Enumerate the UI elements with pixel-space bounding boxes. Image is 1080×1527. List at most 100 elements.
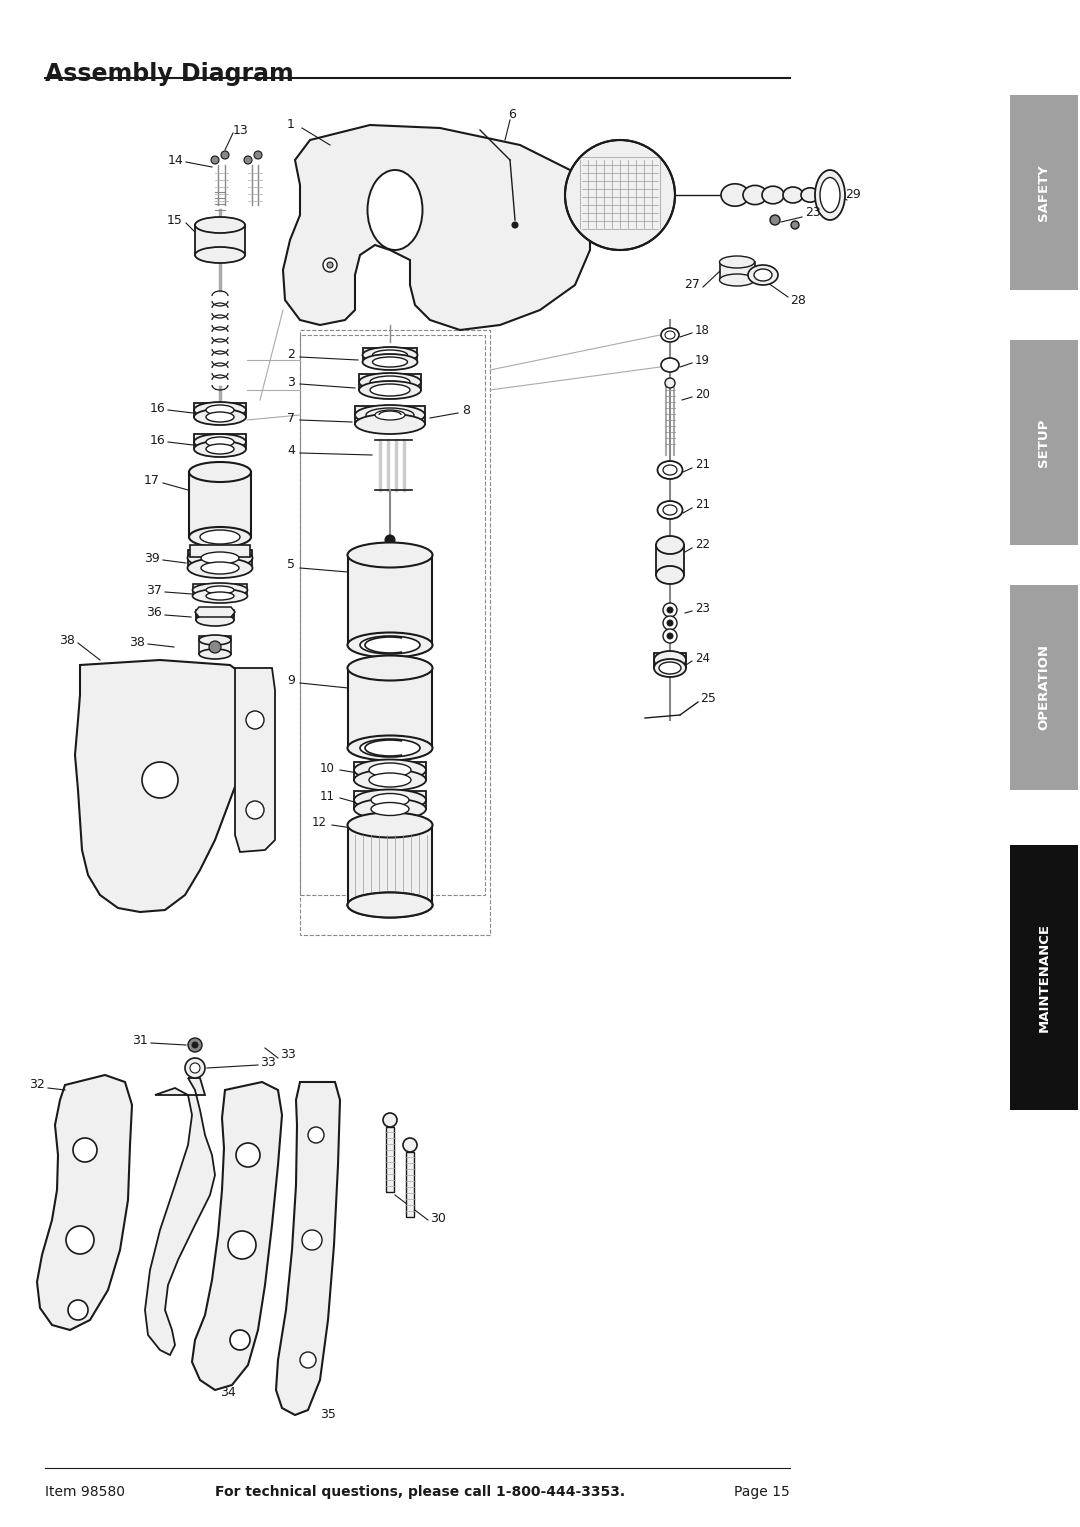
Text: 27: 27 [684, 278, 700, 292]
Bar [654, 654, 686, 667]
Circle shape [185, 1058, 205, 1078]
Ellipse shape [661, 357, 679, 373]
Bar [386, 1127, 394, 1193]
Ellipse shape [189, 463, 251, 483]
Bar [355, 406, 426, 425]
Circle shape [300, 1351, 316, 1368]
Ellipse shape [656, 567, 684, 583]
Bar [354, 762, 426, 780]
Polygon shape [37, 1075, 132, 1330]
Circle shape [210, 641, 221, 654]
Ellipse shape [194, 441, 246, 457]
Ellipse shape [363, 347, 418, 363]
Bar [354, 791, 426, 809]
Ellipse shape [801, 188, 819, 202]
Bar [193, 583, 247, 596]
Polygon shape [75, 660, 258, 912]
Text: 19: 19 [696, 353, 710, 366]
Ellipse shape [360, 739, 420, 757]
Text: Item 98580: Item 98580 [45, 1484, 125, 1500]
Ellipse shape [359, 382, 421, 399]
Ellipse shape [721, 183, 750, 206]
Polygon shape [145, 1078, 215, 1354]
Ellipse shape [206, 592, 234, 600]
Ellipse shape [348, 542, 432, 568]
Text: 24: 24 [696, 652, 710, 664]
Ellipse shape [194, 409, 246, 425]
Ellipse shape [762, 186, 784, 203]
Ellipse shape [748, 266, 778, 286]
Ellipse shape [355, 414, 426, 434]
Circle shape [403, 1138, 417, 1151]
Ellipse shape [363, 354, 418, 370]
Circle shape [73, 1138, 97, 1162]
Text: 10: 10 [320, 762, 335, 774]
Ellipse shape [195, 609, 234, 621]
Ellipse shape [200, 530, 240, 544]
Ellipse shape [375, 411, 405, 420]
Circle shape [384, 534, 395, 545]
Circle shape [323, 258, 337, 272]
Text: 16: 16 [149, 402, 165, 414]
Circle shape [228, 1231, 256, 1258]
Ellipse shape [194, 402, 246, 418]
Text: 33: 33 [260, 1055, 275, 1069]
Ellipse shape [743, 185, 767, 205]
Text: 9: 9 [287, 673, 295, 687]
Text: 14: 14 [167, 154, 183, 166]
Ellipse shape [199, 635, 231, 644]
Ellipse shape [192, 583, 247, 597]
Bar [1010, 585, 1078, 789]
Text: 23: 23 [805, 206, 821, 220]
Bar [348, 825, 432, 906]
Text: 12: 12 [312, 817, 327, 829]
Ellipse shape [815, 169, 845, 220]
Bar [189, 472, 251, 538]
Ellipse shape [354, 799, 426, 820]
Bar [194, 403, 246, 417]
Text: 38: 38 [59, 634, 75, 646]
Bar [406, 1151, 414, 1217]
Ellipse shape [355, 405, 426, 425]
Ellipse shape [783, 186, 804, 203]
Text: 17: 17 [144, 473, 160, 487]
Ellipse shape [820, 177, 840, 212]
Circle shape [308, 1127, 324, 1144]
Circle shape [66, 1226, 94, 1254]
Text: 5: 5 [287, 559, 295, 571]
Text: 31: 31 [132, 1034, 148, 1046]
Ellipse shape [195, 247, 245, 263]
Text: 1: 1 [287, 119, 295, 131]
Text: 34: 34 [220, 1387, 235, 1400]
Ellipse shape [195, 614, 234, 626]
Ellipse shape [201, 551, 239, 563]
Text: 11: 11 [320, 789, 335, 803]
Ellipse shape [719, 257, 755, 269]
Ellipse shape [206, 412, 234, 421]
Bar [348, 554, 432, 644]
Bar [194, 434, 246, 447]
Text: 15: 15 [167, 214, 183, 226]
Ellipse shape [659, 663, 681, 673]
Ellipse shape [754, 269, 772, 281]
Circle shape [667, 620, 673, 626]
Polygon shape [235, 667, 275, 852]
Ellipse shape [370, 376, 410, 388]
Text: 32: 32 [29, 1078, 45, 1092]
Text: 37: 37 [146, 583, 162, 597]
Circle shape [192, 1041, 198, 1048]
Ellipse shape [189, 527, 251, 547]
Text: 21: 21 [696, 498, 710, 512]
Bar [1010, 341, 1078, 545]
Ellipse shape [658, 461, 683, 479]
Text: 4: 4 [287, 443, 295, 457]
Text: 8: 8 [462, 403, 470, 417]
Text: OPERATION: OPERATION [1038, 644, 1051, 730]
Ellipse shape [370, 383, 410, 395]
Text: 3: 3 [287, 376, 295, 388]
Text: 33: 33 [280, 1049, 296, 1061]
Bar [195, 224, 245, 255]
Text: 22: 22 [696, 539, 710, 551]
Ellipse shape [348, 632, 432, 658]
Ellipse shape [658, 501, 683, 519]
